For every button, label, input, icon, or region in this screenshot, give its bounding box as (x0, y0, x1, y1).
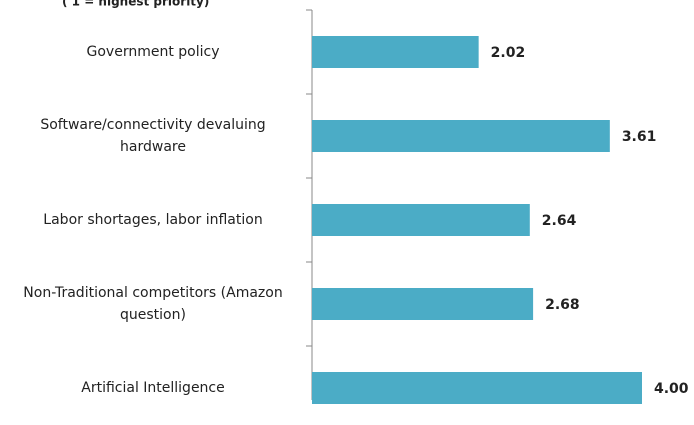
data-label: 2.02 (491, 45, 526, 61)
bar (312, 372, 642, 404)
data-label: 4.00 (654, 381, 689, 397)
y-tick-label: Non-Traditional competitors (Amazon ques… (23, 285, 283, 323)
bar (312, 120, 610, 152)
y-tick-label: Government policy (86, 44, 220, 60)
bar (312, 36, 479, 68)
data-label: 2.64 (542, 213, 577, 229)
bar (312, 204, 530, 236)
data-label: 2.68 (545, 297, 580, 313)
chart-subtitle: ( 1 = highest priority) (62, 0, 209, 9)
data-label: 3.61 (622, 129, 657, 145)
y-tick-label: Software/connectivity devaluing hardware (40, 117, 266, 155)
y-tick-label: Labor shortages, labor inflation (43, 212, 263, 228)
bar (312, 288, 534, 320)
y-tick-label: Artificial Intelligence (81, 380, 225, 396)
